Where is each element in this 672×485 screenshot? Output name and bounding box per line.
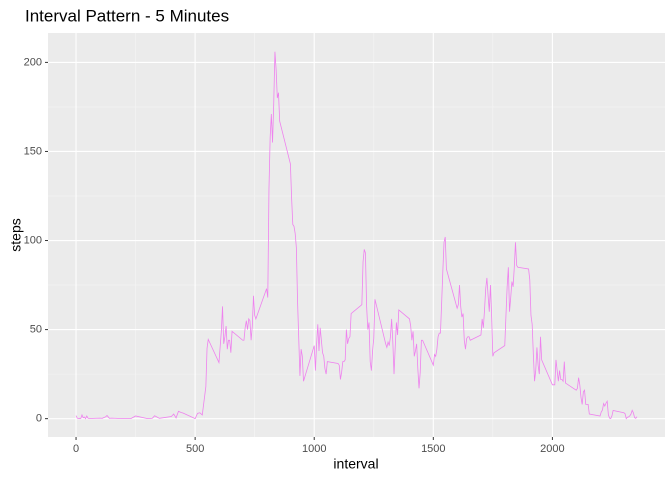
y-tick-label: 150 [24,145,42,157]
y-tick-label: 0 [36,413,42,425]
x-tick-label: 2000 [540,443,564,455]
x-tick-label: 500 [186,443,204,455]
y-tick-label: 200 [24,56,42,68]
x-tick-label: 1500 [421,443,445,455]
x-tick-label: 0 [73,443,79,455]
y-tick-label: 100 [24,234,42,246]
x-tick-label: 1000 [302,443,326,455]
y-tick-label: 50 [30,323,42,335]
x-axis-label: interval [333,456,378,472]
y-axis-label: steps [8,218,24,251]
panel [48,33,665,437]
line [75,51,638,420]
chart-title: Interval Pattern - 5 Minutes [25,6,229,25]
